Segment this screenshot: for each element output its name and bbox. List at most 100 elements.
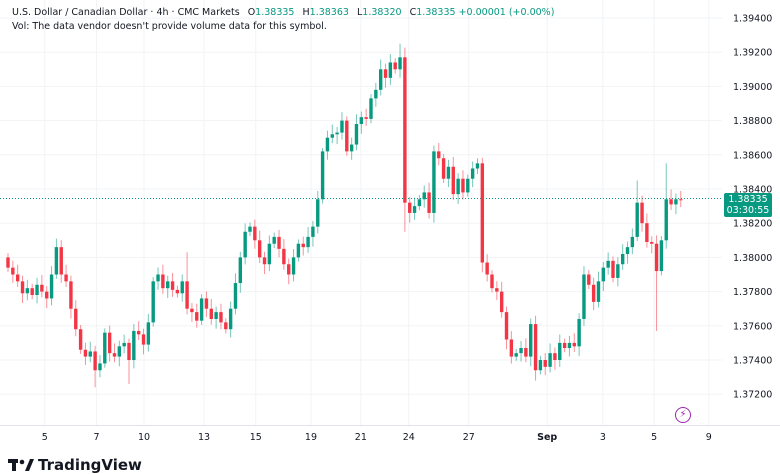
open-label: O: [247, 7, 256, 18]
candle-up: [267, 243, 272, 265]
candle-down: [287, 264, 291, 275]
change-value: +0.00001 (+0.00%): [458, 7, 555, 18]
price-tick-label: 1.39000: [733, 82, 772, 93]
candle-down: [69, 281, 73, 309]
candle-up: [54, 247, 59, 275]
price-tick-label: 1.37800: [733, 287, 772, 298]
candle-up: [117, 346, 122, 357]
candles: [6, 43, 683, 388]
candle-down: [224, 322, 228, 330]
candle-down: [141, 334, 146, 345]
candle-down: [112, 353, 117, 357]
candle-down: [495, 288, 499, 292]
candle-down: [78, 329, 83, 350]
candle-down: [383, 69, 388, 78]
candle-down: [562, 342, 567, 349]
grid: [0, 0, 722, 425]
candle-up: [412, 206, 417, 213]
candle-down: [679, 199, 683, 201]
candle-down: [591, 284, 596, 302]
candle-up: [475, 163, 480, 169]
candle-down: [645, 223, 649, 243]
lightning-icon[interactable]: ⚡: [675, 407, 691, 423]
close-label: C: [409, 7, 417, 18]
candle-up: [180, 281, 184, 294]
candle-down: [277, 236, 281, 249]
time-tick-label: 10: [138, 432, 150, 443]
candle-down: [64, 274, 68, 282]
time-tick-label: 5: [651, 432, 657, 443]
symbol-title: U.S. Dollar / Canadian Dollar · 4h · CMC…: [12, 7, 240, 18]
candle-down: [161, 274, 165, 289]
candle-up: [340, 120, 344, 133]
candle-up: [432, 151, 436, 213]
candle-up: [103, 332, 107, 364]
candle-up: [132, 330, 136, 360]
candle-up: [98, 363, 102, 371]
candle-down: [170, 281, 175, 290]
candle-up: [567, 342, 572, 349]
candle-down: [40, 284, 44, 292]
candle-up: [156, 274, 160, 282]
candle-down: [30, 288, 34, 296]
candle-down: [451, 166, 455, 195]
candle-up: [330, 134, 334, 138]
candle-down: [572, 342, 576, 347]
candle-up: [25, 288, 30, 294]
candle-up: [146, 322, 151, 345]
candle-down: [393, 62, 397, 70]
candle-up: [601, 267, 606, 282]
candle-down: [11, 267, 15, 275]
candle-up: [538, 360, 543, 371]
candle-up: [238, 257, 243, 284]
candle-down: [74, 308, 78, 330]
time-tick-label: 5: [42, 432, 48, 443]
candle-up: [88, 351, 92, 357]
candle-up: [616, 264, 620, 278]
candle-down: [20, 281, 25, 294]
time-axis[interactable]: 5 7 10 13 15 19 21 24 27 Sep 3 5 9: [42, 432, 712, 443]
candle-up: [674, 199, 678, 205]
candle-up: [596, 281, 601, 302]
tradingview-logo[interactable]: TradingView: [8, 456, 142, 474]
candle-up: [374, 89, 378, 99]
candle-down: [6, 257, 10, 268]
last-price: 1.38335: [728, 194, 768, 205]
candle-down: [45, 291, 49, 299]
candle-up: [388, 62, 393, 78]
candle-up: [335, 132, 339, 135]
tradingview-logo-icon: [8, 459, 34, 471]
candle-up: [620, 253, 625, 265]
candle-down: [262, 257, 267, 265]
candle-up: [446, 166, 451, 179]
candle-up: [311, 226, 315, 237]
low-value: 1.38320: [362, 7, 402, 18]
candle-down: [190, 308, 194, 313]
time-tick-label: 19: [305, 432, 317, 443]
bar-countdown: 03:30:55: [726, 205, 770, 216]
candle-down: [533, 324, 538, 371]
candle-down: [490, 274, 494, 289]
candle-up: [422, 192, 426, 200]
candle-down: [509, 339, 514, 357]
candle-down: [204, 298, 209, 309]
candle-up: [417, 199, 422, 207]
price-tick-label: 1.38000: [733, 253, 772, 264]
candle-up: [306, 236, 310, 248]
candle-up: [466, 178, 470, 193]
candle-down: [611, 260, 615, 278]
candle-up: [659, 240, 664, 272]
candle-up: [296, 243, 301, 258]
candle-down: [650, 242, 654, 244]
candle-up: [291, 257, 296, 275]
candle-down: [524, 348, 528, 357]
time-tick-label: 21: [355, 432, 367, 443]
candle-up: [529, 324, 533, 357]
candle-up: [199, 298, 204, 321]
time-tick-label: 13: [198, 432, 210, 443]
candle-down: [543, 360, 547, 367]
candle-up: [233, 283, 238, 309]
chart-legend: U.S. Dollar / Canadian Dollar · 4h · CMC…: [12, 6, 554, 34]
price-axis[interactable]: 1.39400 1.39200 1.39000 1.38800 1.38600 1.384…: [733, 14, 772, 401]
